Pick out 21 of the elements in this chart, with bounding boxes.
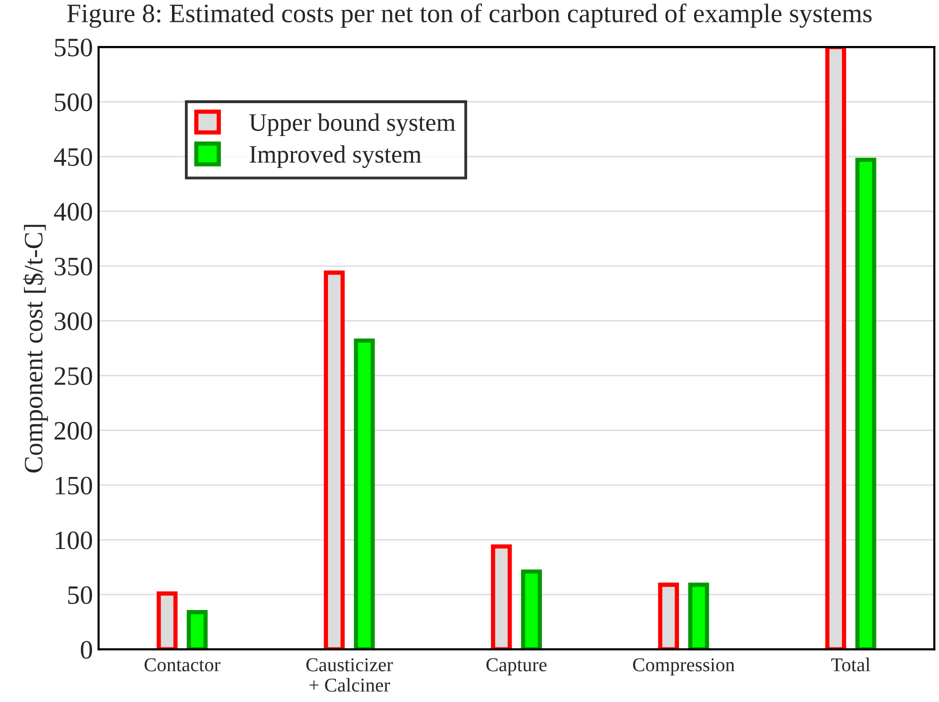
y-tick-label: 300: [54, 312, 92, 330]
y-axis-title: Component cost [$/t-C]: [23, 224, 48, 472]
y-tick-label: 250: [54, 367, 92, 385]
y-tick-label: 550: [54, 38, 92, 56]
y-tick-label: 150: [56, 476, 92, 494]
legend-label: Upper bound system: [249, 113, 456, 136]
chart-title: Figure 8: Estimated costs per net ton of carbon captured of example systems: [67, 4, 872, 28]
y-tick-label: 0: [80, 640, 92, 659]
y-tick-label: 400: [54, 202, 92, 221]
y-tick-label: 350: [54, 258, 92, 276]
y-tick-label: 50: [68, 586, 92, 604]
legend-label: Improved system: [250, 145, 422, 168]
x-tick-label: Causticizer + Calciner: [306, 658, 393, 692]
x-tick-label: Contactor: [144, 658, 220, 672]
y-tick-label: 500: [54, 93, 92, 112]
x-tick-label: Total: [831, 658, 870, 672]
x-tick-label: Compression: [633, 658, 735, 676]
y-tick-label: 100: [56, 531, 92, 550]
y-tick-label: 450: [54, 148, 92, 166]
x-tick-label: Capture: [486, 658, 547, 676]
y-tick-label: 200: [54, 422, 92, 440]
